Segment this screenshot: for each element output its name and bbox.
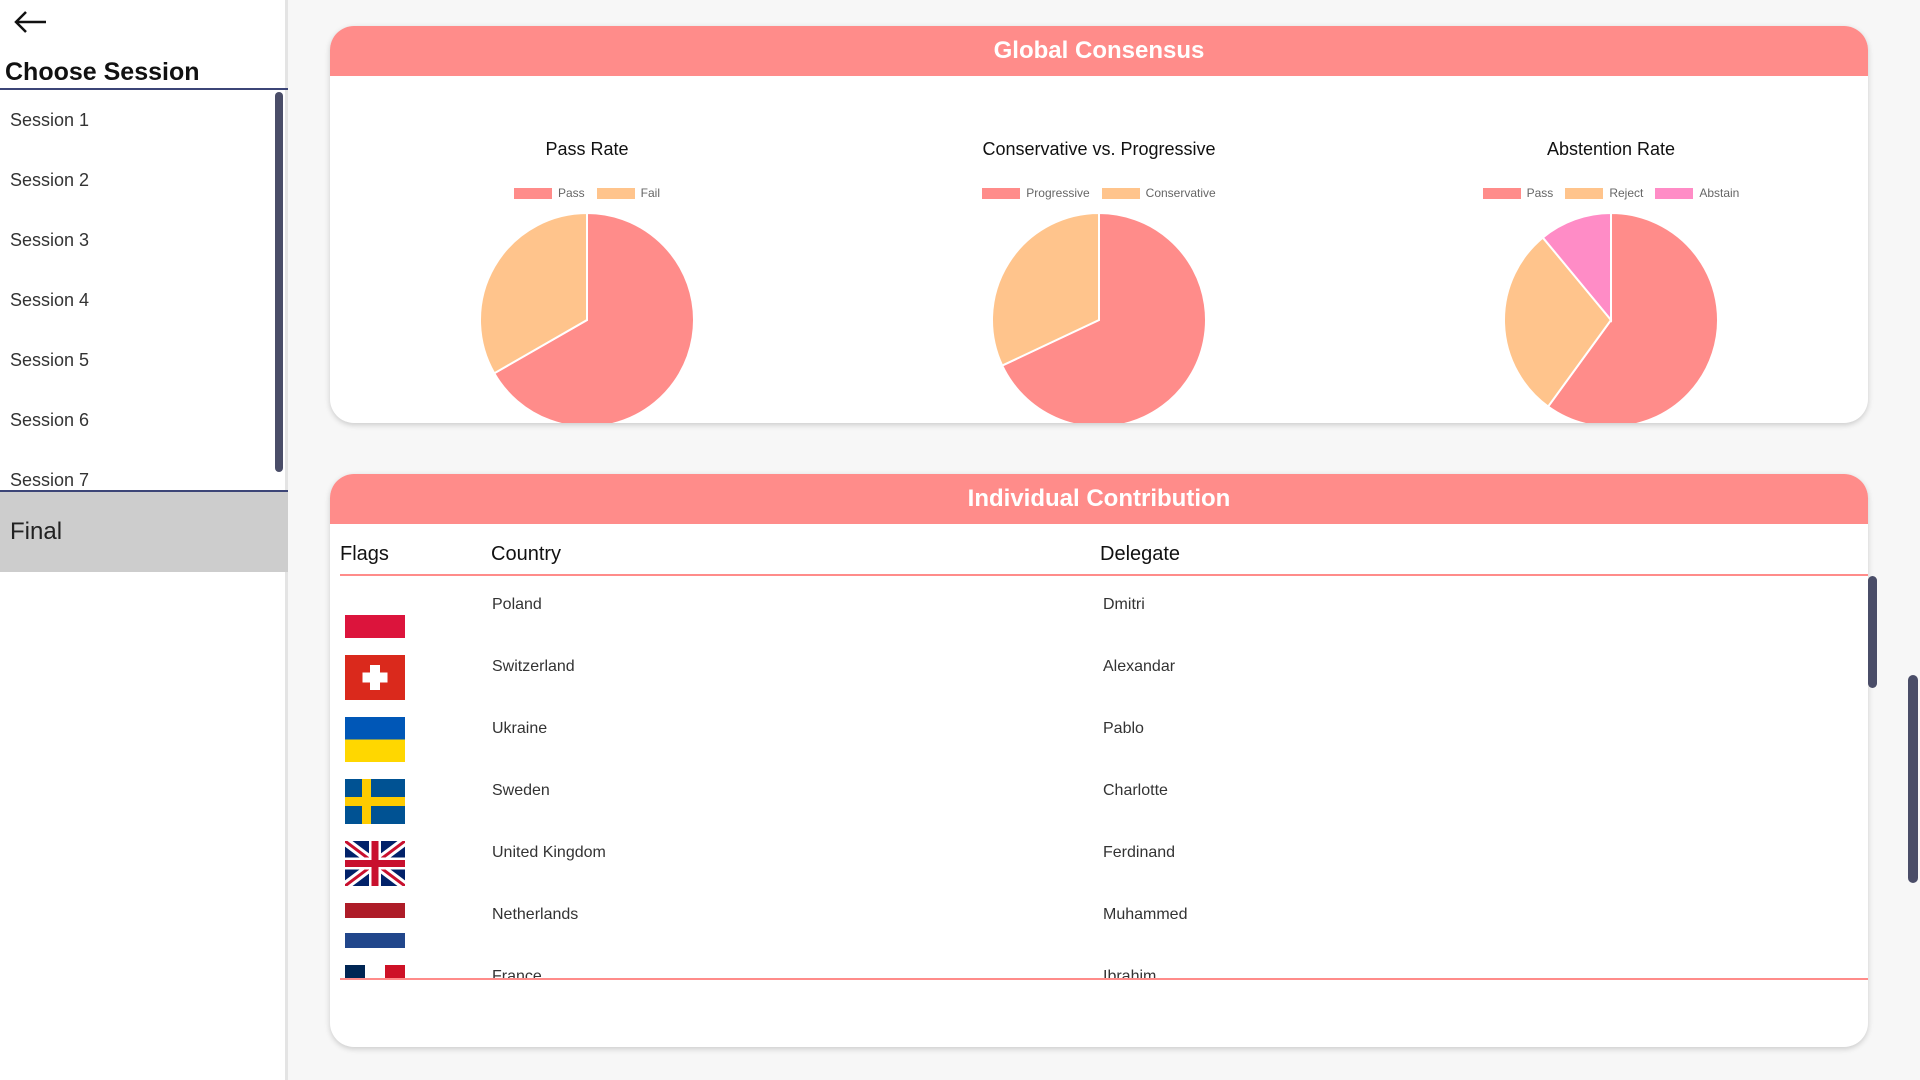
pie-slice-pass[interactable] — [1546, 211, 1719, 423]
table-row: Ukraine Pablo — [340, 700, 1860, 762]
session-list[interactable]: Session 1 Session 2 Session 3 Session 4 … — [0, 90, 288, 490]
table-body[interactable]: Poland Dmitri Switzerland Alexandar — [340, 576, 1868, 980]
legend-swatch — [513, 187, 552, 199]
global-consensus-header: Global Consensus — [330, 26, 1868, 76]
table-row: United Kingdom Ferdinand — [340, 824, 1860, 886]
chart-title: Conservative vs. Progressive — [982, 139, 1216, 159]
chart-legend: Progressive Conservative — [843, 186, 1355, 200]
column-header-flags: Flags — [340, 543, 389, 565]
conservative-progressive-chart: Conservative vs. Progressive Progressive… — [843, 76, 1355, 423]
sidebar-title: Choose Session — [5, 58, 200, 86]
arrow-left-icon — [14, 11, 46, 33]
session-item-6[interactable]: Session 6 — [10, 410, 90, 430]
united-kingdom-flag-icon — [345, 841, 405, 886]
legend-label: Conservative — [1145, 186, 1216, 200]
table-bottom-divider — [340, 978, 1868, 980]
table-row: France Ibrahim — [340, 948, 1860, 980]
individual-contribution-card: Individual Contribution Flags Country De… — [330, 474, 1868, 1047]
legend-label: Fail — [640, 186, 661, 200]
delegate-cell: Ferdinand — [1103, 844, 1176, 861]
pie-slice-progressive[interactable] — [1000, 211, 1207, 423]
legend-item[interactable]: Conservative — [1101, 186, 1216, 200]
legend-swatch — [1655, 187, 1694, 199]
delegate-cell: Pablo — [1103, 720, 1144, 737]
column-header-country: Country — [491, 543, 562, 565]
header-divider — [340, 574, 1868, 576]
legend-item[interactable]: Abstain — [1655, 186, 1739, 200]
country-cell: United Kingdom — [492, 844, 606, 861]
column-header-delegate: Delegate — [1100, 543, 1181, 565]
sweden-flag-icon — [345, 779, 405, 824]
legend-label: Pass — [557, 186, 585, 200]
delegate-cell: Dmitri — [1103, 596, 1145, 613]
pie-slice-pass[interactable] — [492, 211, 695, 423]
delegate-cell: Ibrahim — [1103, 968, 1157, 980]
legend-item[interactable]: Pass — [1482, 186, 1554, 200]
table-row: Poland Dmitri — [340, 576, 1860, 638]
session-item-3[interactable]: Session 3 — [10, 230, 90, 250]
page-scrollbar[interactable] — [1908, 675, 1918, 883]
chart-title: Abstention Rate — [1546, 139, 1676, 159]
poland-flag-icon — [345, 615, 405, 638]
chart-legend: Pass Fail — [331, 186, 843, 200]
legend-label: Pass — [1526, 186, 1554, 200]
table-row: Netherlands Muhammed — [340, 886, 1860, 948]
legend-item[interactable]: Pass — [513, 186, 585, 200]
legend-label: Reject — [1609, 186, 1644, 200]
session-item-1[interactable]: Session 1 — [10, 110, 90, 130]
switzerland-flag-icon — [345, 655, 405, 700]
session-item-final[interactable]: Final — [0, 492, 288, 572]
legend-swatch — [1101, 187, 1140, 199]
table-header-row: Flags Country Delegate — [340, 524, 1868, 578]
charts-row: Pass Rate Pass Fail Conservative vs. Pro… — [330, 76, 1868, 423]
session-item-2[interactable]: Session 2 — [10, 170, 90, 190]
session-list-divider — [0, 490, 288, 492]
abstention-rate-chart: Abstention Rate Pass Reject Abstain — [1355, 76, 1867, 423]
chart-title: Pass Rate — [545, 139, 629, 159]
pie-slice-reject[interactable] — [1503, 236, 1613, 408]
ukraine-flag-icon — [345, 717, 405, 762]
pie-slice-abstain[interactable] — [1541, 211, 1612, 323]
session-list-scrollbar[interactable] — [275, 92, 283, 472]
legend-swatch — [1565, 187, 1604, 199]
pass-rate-chart: Pass Rate Pass Fail — [331, 76, 843, 423]
table-row: Sweden Charlotte — [340, 762, 1860, 824]
pie-slice-fail[interactable] — [479, 211, 588, 375]
delegate-cell: Muhammed — [1103, 906, 1188, 923]
chart-legend: Pass Reject Abstain — [1355, 186, 1867, 200]
delegate-cell: Alexandar — [1103, 658, 1176, 675]
legend-item[interactable]: Reject — [1565, 186, 1643, 200]
individual-contribution-header: Individual Contribution — [330, 474, 1868, 524]
country-cell: Netherlands — [492, 906, 579, 923]
session-item-5[interactable]: Session 5 — [10, 350, 90, 370]
legend-swatch — [1482, 187, 1521, 199]
legend-item[interactable]: Fail — [596, 186, 661, 200]
global-consensus-card: Global Consensus Pass Rate Pass Fail Con… — [330, 26, 1868, 423]
delegate-cell: Charlotte — [1103, 782, 1168, 799]
session-item-7[interactable]: Session 7 — [10, 470, 90, 490]
sidebar-divider — [0, 88, 288, 90]
back-button[interactable] — [12, 8, 52, 42]
country-cell: Poland — [492, 596, 542, 613]
country-cell: Sweden — [492, 782, 550, 799]
legend-swatch — [982, 187, 1021, 199]
netherlands-flag-icon — [345, 903, 405, 948]
country-cell: Ukraine — [492, 720, 548, 737]
france-flag-icon — [345, 965, 405, 980]
pass-rate-pie — [479, 211, 695, 423]
session-sidebar: Choose Session Session 1 Session 2 Sessi… — [0, 0, 288, 1080]
legend-label: Abstain — [1699, 186, 1740, 200]
session-item-4[interactable]: Session 4 — [10, 290, 90, 310]
table-scrollbar[interactable] — [1868, 576, 1877, 688]
legend-swatch — [596, 187, 635, 199]
country-cell: France — [492, 968, 542, 980]
table-row: Switzerland Alexandar — [340, 638, 1860, 700]
legend-item[interactable]: Progressive — [982, 186, 1090, 200]
conservative-progressive-pie — [991, 211, 1207, 423]
pie-slice-conservative[interactable] — [991, 211, 1100, 367]
country-cell: Switzerland — [492, 658, 575, 675]
legend-label: Progressive — [1026, 186, 1090, 200]
abstention-rate-pie — [1503, 211, 1719, 423]
